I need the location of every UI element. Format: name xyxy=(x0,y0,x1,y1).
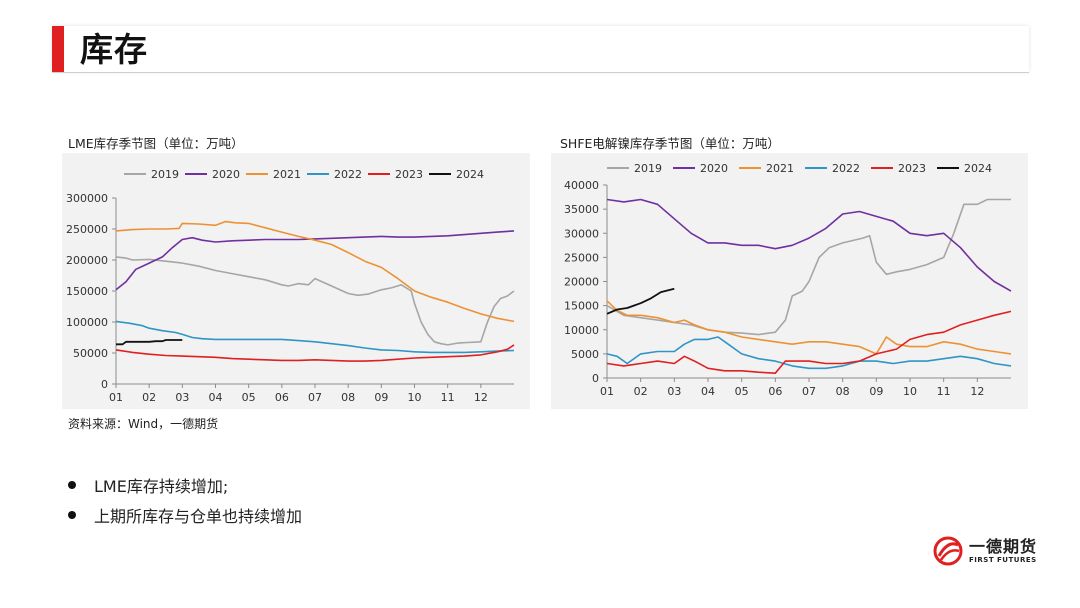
legend-label-2023: 2023 xyxy=(395,168,423,181)
x-tick-label: 10 xyxy=(903,385,917,398)
x-tick-label: 04 xyxy=(209,391,223,404)
x-tick-label: 06 xyxy=(768,385,782,398)
title-accent-bar xyxy=(52,26,64,72)
legend-label-2024: 2024 xyxy=(456,168,484,181)
series-line-2021 xyxy=(606,300,1012,355)
series-line-2020 xyxy=(115,230,515,291)
x-tick-label: 03 xyxy=(175,391,189,404)
series-line-2021 xyxy=(115,220,515,323)
bullet-item: LME库存持续增加; xyxy=(68,470,302,500)
x-tick-label: 05 xyxy=(242,391,256,404)
shfe-chart-title: SHFE电解镍库存季节图（单位：万吨） xyxy=(560,136,780,151)
x-tick-label: 11 xyxy=(441,391,455,404)
x-tick-label: 01 xyxy=(600,385,614,398)
legend-label-2022: 2022 xyxy=(334,168,362,181)
x-tick-label: 05 xyxy=(735,385,749,398)
legend-label-2023: 2023 xyxy=(898,162,926,175)
legend-label-2024: 2024 xyxy=(964,162,992,175)
title-underline xyxy=(52,72,1029,73)
series-line-2024 xyxy=(606,287,675,315)
x-tick-label: 08 xyxy=(341,391,355,404)
series-line-2023 xyxy=(606,310,1012,374)
x-tick-label: 03 xyxy=(667,385,681,398)
series-line-2019 xyxy=(115,256,515,346)
lme-chart-title: LME库存季节图（单位：万吨） xyxy=(68,136,244,151)
y-tick-label: 40000 xyxy=(564,179,599,192)
y-tick-label: 0 xyxy=(101,378,108,391)
page-title: 库存 xyxy=(80,30,148,69)
series-line-2023 xyxy=(115,344,515,362)
legend-label-2019: 2019 xyxy=(151,168,179,181)
legend-label-2021: 2021 xyxy=(273,168,301,181)
y-tick-label: 150000 xyxy=(66,285,108,298)
x-tick-label: 12 xyxy=(970,385,984,398)
logo-chinese-name: 一德期货 xyxy=(969,536,1038,556)
series-line-2019 xyxy=(606,198,1011,336)
legend-label-2022: 2022 xyxy=(832,162,860,175)
legend-label-2020: 2020 xyxy=(700,162,728,175)
bullet-text: 上期所库存与仓单也持续增加 xyxy=(94,507,303,526)
bullet-list: LME库存持续增加; 上期所库存与仓单也持续增加 xyxy=(68,470,302,530)
bullet-dot-icon xyxy=(68,511,76,519)
series-line-2022 xyxy=(115,320,515,354)
title-bar xyxy=(52,26,1029,72)
source-note: 资料来源：Wind，一德期货 xyxy=(68,417,219,431)
first-futures-logo-icon xyxy=(933,536,963,566)
series-line-2020 xyxy=(606,198,1012,292)
company-logo: 一德期货 FIRST FUTURES xyxy=(933,536,1037,566)
x-tick-label: 01 xyxy=(109,391,123,404)
x-tick-label: 10 xyxy=(408,391,422,404)
bullet-item: 上期所库存与仓单也持续增加 xyxy=(68,500,302,530)
x-tick-label: 02 xyxy=(142,391,156,404)
y-tick-label: 300000 xyxy=(66,192,108,205)
x-tick-label: 11 xyxy=(937,385,951,398)
legend-label-2021: 2021 xyxy=(766,162,794,175)
bullet-dot-icon xyxy=(68,481,76,489)
lme-chart-panel: 0 50000 100000 150000 200000 250000 300000 01 02… xyxy=(62,153,530,409)
y-tick-label: 10000 xyxy=(564,324,599,337)
x-tick-label: 07 xyxy=(308,391,322,404)
y-tick-label: 15000 xyxy=(564,300,599,313)
lme-inventory-chart: 0 50000 100000 150000 200000 250000 300000 01 02… xyxy=(66,168,515,404)
x-tick-label: 09 xyxy=(374,391,388,404)
series-line-2024 xyxy=(116,339,183,346)
shfe-inventory-chart: 0 5000 10000 15000 20000 25000 30000 35000 40000… xyxy=(564,162,1012,398)
x-tick-label: 04 xyxy=(701,385,715,398)
x-tick-label: 08 xyxy=(836,385,850,398)
y-tick-label: 200000 xyxy=(66,254,108,267)
y-tick-label: 0 xyxy=(592,372,599,385)
x-tick-label: 12 xyxy=(474,391,488,404)
y-tick-label: 50000 xyxy=(73,347,108,360)
y-tick-label: 5000 xyxy=(571,348,599,361)
y-tick-label: 100000 xyxy=(66,316,108,329)
legend-label-2019: 2019 xyxy=(634,162,662,175)
y-tick-label: 250000 xyxy=(66,223,108,236)
y-tick-label: 25000 xyxy=(564,251,599,264)
x-tick-label: 07 xyxy=(802,385,816,398)
x-tick-label: 09 xyxy=(869,385,883,398)
y-tick-label: 35000 xyxy=(564,203,599,216)
bullet-text: LME库存持续增加; xyxy=(94,477,229,496)
y-tick-label: 20000 xyxy=(564,276,599,289)
shfe-chart-panel: 0 5000 10000 15000 20000 25000 30000 35000 40000… xyxy=(551,153,1028,409)
y-tick-label: 30000 xyxy=(564,227,599,240)
x-tick-label: 02 xyxy=(634,385,648,398)
logo-english-name: FIRST FUTURES xyxy=(969,555,1037,564)
legend-label-2020: 2020 xyxy=(212,168,240,181)
x-tick-label: 06 xyxy=(275,391,289,404)
